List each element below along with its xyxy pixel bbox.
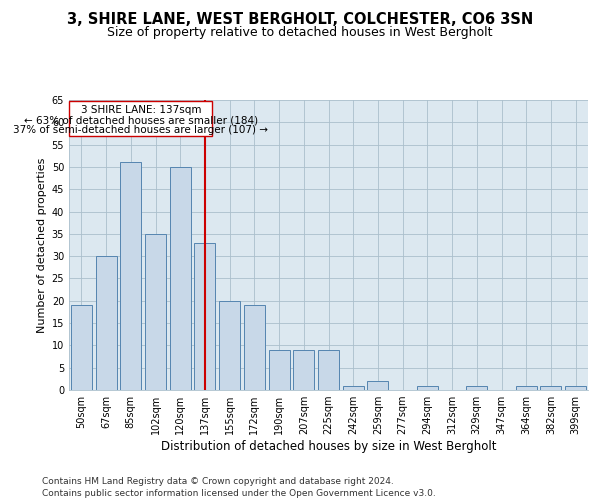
Bar xyxy=(318,350,339,390)
Bar xyxy=(70,101,212,136)
Text: Size of property relative to detached houses in West Bergholt: Size of property relative to detached ho… xyxy=(107,26,493,39)
Text: 37% of semi-detached houses are larger (107) →: 37% of semi-detached houses are larger (… xyxy=(13,125,268,135)
Bar xyxy=(293,350,314,390)
Text: Contains HM Land Registry data © Crown copyright and database right 2024.: Contains HM Land Registry data © Crown c… xyxy=(42,478,394,486)
Bar xyxy=(170,167,191,390)
Bar xyxy=(417,386,438,390)
Bar xyxy=(95,256,116,390)
Text: ← 63% of detached houses are smaller (184): ← 63% of detached houses are smaller (18… xyxy=(24,115,258,125)
Text: 3 SHIRE LANE: 137sqm: 3 SHIRE LANE: 137sqm xyxy=(80,105,201,115)
Bar xyxy=(71,305,92,390)
Bar xyxy=(269,350,290,390)
Bar xyxy=(145,234,166,390)
Text: 3, SHIRE LANE, WEST BERGHOLT, COLCHESTER, CO6 3SN: 3, SHIRE LANE, WEST BERGHOLT, COLCHESTER… xyxy=(67,12,533,28)
Bar xyxy=(516,386,537,390)
Bar xyxy=(541,386,562,390)
Bar xyxy=(367,381,388,390)
Bar xyxy=(219,301,240,390)
Bar xyxy=(120,162,141,390)
X-axis label: Distribution of detached houses by size in West Bergholt: Distribution of detached houses by size … xyxy=(161,440,496,453)
Text: Contains public sector information licensed under the Open Government Licence v3: Contains public sector information licen… xyxy=(42,489,436,498)
Bar xyxy=(244,305,265,390)
Bar xyxy=(343,386,364,390)
Bar xyxy=(565,386,586,390)
Bar xyxy=(466,386,487,390)
Y-axis label: Number of detached properties: Number of detached properties xyxy=(37,158,47,332)
Bar xyxy=(194,243,215,390)
